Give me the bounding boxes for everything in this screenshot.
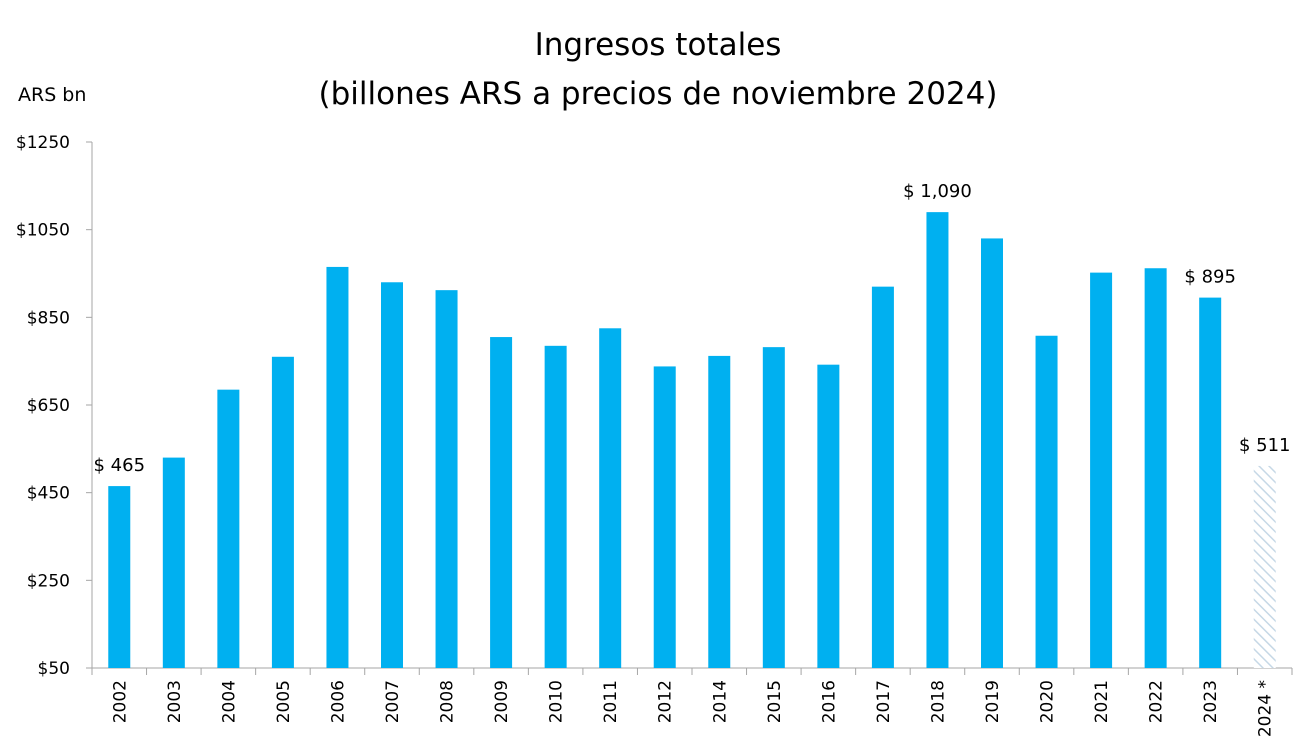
x-tick-label: 2012	[656, 680, 676, 723]
bar	[108, 486, 131, 668]
bar	[271, 356, 294, 668]
x-tick-label: 2020	[1038, 680, 1058, 723]
bar	[1090, 272, 1113, 668]
x-tick-label: 2005	[274, 680, 294, 723]
x-tick-label: 2004	[219, 680, 239, 723]
x-tick-label: 2023	[1201, 680, 1221, 723]
y-tick-label: $450	[27, 484, 70, 504]
x-tick-label: 2019	[983, 680, 1003, 723]
y-tick-label: $650	[27, 396, 70, 416]
bar	[544, 345, 567, 668]
bar	[981, 238, 1003, 668]
bar	[162, 457, 185, 668]
bar	[435, 290, 458, 668]
x-tick-label: 2008	[438, 680, 458, 723]
bar	[762, 347, 785, 668]
y-tick-label: $850	[27, 308, 70, 328]
x-tick-label: 2024 *	[1256, 680, 1276, 737]
x-tick-label: 2015	[765, 680, 785, 723]
x-tick-label: 2021	[1092, 680, 1112, 723]
x-tick-label: 2003	[165, 680, 185, 723]
bar	[817, 364, 840, 668]
y-tick-label: $1250	[16, 133, 70, 153]
x-tick-label: 2018	[928, 680, 948, 723]
x-tick-label: 2009	[492, 680, 512, 723]
bar	[1199, 297, 1222, 668]
data-label: $ 895	[1184, 267, 1236, 288]
data-label: $ 465	[94, 455, 146, 476]
bar	[599, 328, 622, 668]
chart-title: Ingresos totales	[535, 27, 782, 63]
bar	[326, 266, 349, 668]
bar	[1144, 268, 1167, 668]
chart-subtitle: (billones ARS a precios de noviembre 202…	[319, 76, 998, 112]
bar	[217, 389, 240, 668]
y-axis-unit-label: ARS bn	[18, 84, 86, 106]
x-tick-label: 2016	[819, 680, 839, 723]
bar	[490, 337, 513, 668]
x-tick-label: 2002	[110, 680, 130, 723]
y-tick-label: $50	[38, 659, 70, 679]
x-tick-label: 2017	[874, 680, 894, 723]
bar	[1035, 335, 1058, 668]
x-tick-label: 2010	[547, 680, 567, 723]
x-tick-label: 2022	[1147, 680, 1167, 723]
bar	[926, 212, 949, 668]
x-tick-label: 2006	[328, 680, 348, 723]
x-tick-label: 2014	[710, 680, 730, 723]
bar	[653, 366, 676, 668]
x-tick-label: 2007	[383, 680, 403, 723]
bar	[871, 286, 894, 668]
plot-area: $50 $250 $450 $650 $850 $1050 $1250 2002 2003 200…	[16, 133, 1293, 737]
y-tick-label: $1050	[16, 221, 70, 241]
data-label: $ 1,090	[903, 181, 972, 202]
data-label: $ 511	[1239, 435, 1291, 456]
x-tick-label: 2011	[601, 680, 621, 723]
bar-estimate	[1253, 465, 1276, 668]
bar	[708, 355, 731, 668]
y-tick-label: $250	[27, 571, 70, 591]
bar	[381, 282, 403, 668]
